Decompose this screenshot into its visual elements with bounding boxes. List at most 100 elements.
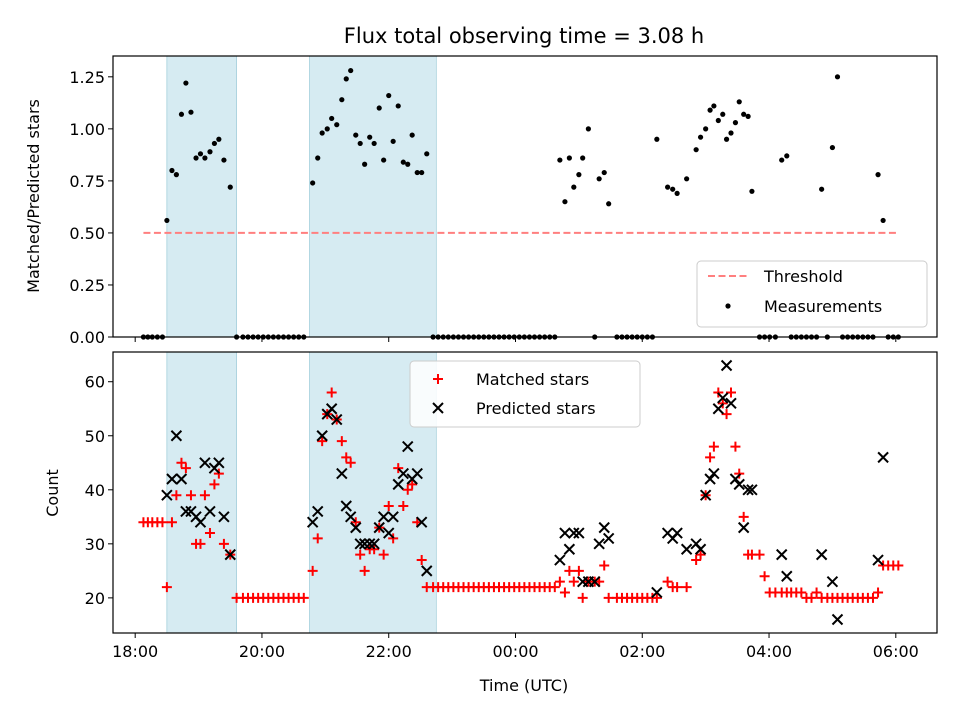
- x-point-1-25: [358, 538, 371, 550]
- dot-point-0-110: [707, 107, 713, 113]
- y-tick-label-1-1: 30: [85, 535, 105, 554]
- legend-predicted-label: Predicted stars: [476, 399, 596, 418]
- plus-point-0-143: [867, 592, 878, 603]
- plus-point-0-144: [873, 587, 884, 598]
- dot-point-0-135: [829, 144, 836, 151]
- dot-point-0-35: [319, 130, 325, 136]
- plus-point-0-41: [345, 457, 356, 468]
- plus-point-0-37: [326, 387, 337, 398]
- dot-point-0-36: [324, 126, 330, 132]
- dot-point-0-114: [723, 136, 730, 142]
- x-point-1-30: [383, 527, 395, 539]
- dot-point-0-116: [732, 120, 739, 126]
- top-panel: 0.00 0.25 0.50 0.75 1.00 1.25 Threshold Measure…: [69, 55, 938, 347]
- y-tick-label-0-1: 0.25: [69, 276, 105, 295]
- plus-point-0-56: [416, 555, 427, 566]
- dot-point-0-40: [343, 76, 349, 82]
- plus-point-0-17: [218, 538, 229, 549]
- y-tick-label-1-4: 60: [85, 373, 105, 392]
- plus-point-0-33: [307, 565, 318, 576]
- x-point-1-63: [725, 397, 737, 410]
- plus-point-0-110: [705, 452, 716, 463]
- x-point-1-74: [872, 554, 884, 566]
- dot-point-0-109: [703, 126, 709, 132]
- plus-point-0-111: [708, 441, 719, 452]
- plus-point-0-44: [359, 565, 370, 576]
- dot-point-0-41: [348, 67, 354, 74]
- x-point-1-53: [671, 527, 683, 539]
- dot-point-0-42: [353, 132, 359, 138]
- plus-point-0-13: [199, 490, 210, 501]
- plus-point-0-49: [383, 501, 394, 512]
- dot-point-0-83: [557, 157, 563, 163]
- legend-threshold-label: Threshold: [763, 267, 843, 286]
- plus-point-0-121: [754, 549, 765, 560]
- plus-point-0-83: [554, 576, 565, 587]
- plus-point-0-52: [398, 501, 409, 512]
- plus-point-0-14: [204, 528, 215, 539]
- dot-point-0-11: [193, 155, 199, 161]
- dot-point-0-44: [362, 161, 368, 167]
- dot-point-0-104: [670, 186, 676, 192]
- dot-point-0-33: [310, 180, 316, 186]
- chart-title: Flux total observing time = 3.08 h: [344, 24, 704, 48]
- x-tick-label-4: 02:00: [619, 642, 665, 661]
- x-point-1-68: [746, 484, 758, 496]
- dot-point-0-14: [207, 149, 213, 155]
- legend-predicted-swatch: [432, 402, 444, 414]
- y-tick-label-1-2: 40: [85, 481, 105, 500]
- x-point-1-65: [733, 478, 745, 491]
- x-tick-label-0: 18:00: [112, 642, 158, 661]
- x-point-1-42: [568, 527, 580, 539]
- dot-point-0-111: [711, 103, 717, 109]
- plus-point-0-131: [806, 592, 817, 603]
- dot-point-0-113: [720, 111, 726, 117]
- plus-point-0-87: [573, 565, 584, 576]
- x-tick-label-1: 20:00: [239, 642, 285, 661]
- dot-point-0-120: [749, 188, 755, 194]
- dot-point-0-45: [367, 134, 373, 140]
- dot-point-0-48: [381, 157, 387, 163]
- x-point-1-57: [699, 489, 712, 501]
- dot-point-0-145: [880, 217, 886, 224]
- plus-point-0-116: [730, 441, 741, 452]
- x-point-1-4: [180, 505, 192, 518]
- y-tick-label-0-5: 1.25: [69, 68, 105, 87]
- dot-point-0-5: [164, 217, 170, 224]
- plus-point-0-48: [378, 549, 389, 560]
- x-point-1-24: [354, 538, 366, 550]
- x-point-1-62: [720, 359, 733, 372]
- top-y-axis-label: Matched/Predicted stars: [24, 99, 43, 293]
- x-point-1-18: [325, 403, 338, 415]
- x-point-1-20: [336, 467, 348, 480]
- plus-point-0-12: [195, 538, 206, 549]
- x-point-1-16: [316, 430, 328, 442]
- legend-matched-swatch: [433, 374, 443, 384]
- plus-point-0-8: [176, 457, 187, 468]
- plus-point-0-106: [681, 582, 692, 593]
- legend-measurements-swatch: [725, 303, 731, 309]
- plus-point-0-129: [796, 587, 807, 598]
- dot-point-0-108: [697, 134, 704, 140]
- dot-point-0-7: [173, 172, 179, 178]
- x-point-1-15: [312, 505, 324, 518]
- plus-point-0-92: [599, 560, 610, 571]
- dot-point-0-15: [211, 140, 218, 147]
- dot-point-0-43: [357, 140, 363, 147]
- dot-point-0-93: [606, 201, 612, 207]
- dot-point-0-84: [562, 199, 568, 205]
- x-point-1-0: [161, 489, 173, 501]
- axes-frame-0: [112, 55, 938, 338]
- x-point-1-67: [742, 484, 754, 496]
- x-point-1-32: [392, 478, 404, 491]
- dot-point-0-102: [654, 136, 660, 142]
- y-tick-label-0-2: 0.50: [69, 224, 105, 243]
- x-point-1-61: [717, 392, 729, 404]
- plus-point-0-85: [564, 565, 575, 576]
- x-point-1-8: [199, 457, 211, 469]
- dot-point-0-49: [386, 92, 392, 99]
- dot-point-0-103: [665, 184, 671, 190]
- plus-point-0-15: [209, 479, 220, 490]
- x-axis-label: Time (UTC): [479, 676, 568, 695]
- x-point-1-46: [589, 575, 601, 588]
